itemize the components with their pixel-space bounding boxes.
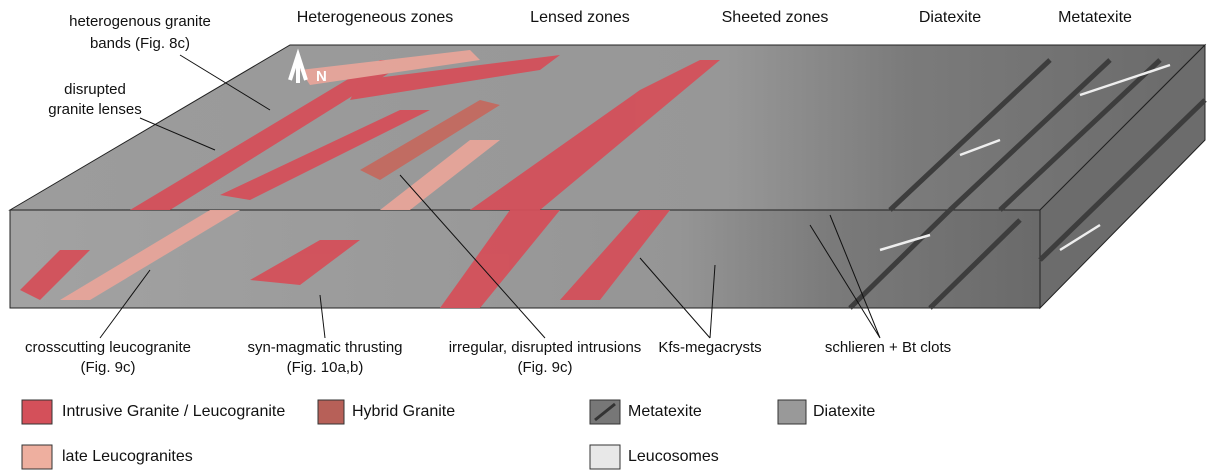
legend: Intrusive Granite / Leucogranite Hybrid … [22,400,875,469]
callout: crosscutting leucogranite [25,339,191,356]
callout: disrupted [64,81,126,98]
callout: irregular, disrupted intrusions [449,339,642,356]
callout: schlieren + Bt clots [825,339,951,356]
callout: Kfs-megacrysts [658,339,761,356]
legend-label: Intrusive Granite / Leucogranite [62,403,285,420]
block-diagram: N Heterogeneous zones Lensed zones Sheet… [0,0,1220,475]
zone-label: Sheeted zones [722,9,829,26]
zone-label: Metatexite [1058,9,1132,26]
zone-label: Heterogeneous zones [297,9,454,26]
legend-label: Leucosomes [628,448,719,465]
callout: granite lenses [48,101,141,118]
callout: bands (Fig. 8c) [90,35,190,52]
zone-label: Diatexite [919,9,981,26]
legend-label: late Leucogranites [62,448,193,465]
legend-label: Hybrid Granite [352,403,455,420]
zone-label: Lensed zones [530,9,630,26]
north-label: N [316,68,327,85]
legend-label: Diatexite [813,403,875,420]
legend-label: Metatexite [628,403,702,420]
callout: (Fig. 9c) [80,359,135,376]
callout: (Fig. 9c) [517,359,572,376]
callout: syn-magmatic thrusting [247,339,402,356]
callout: heterogenous granite [69,13,211,30]
callout: (Fig. 10a,b) [287,359,364,376]
